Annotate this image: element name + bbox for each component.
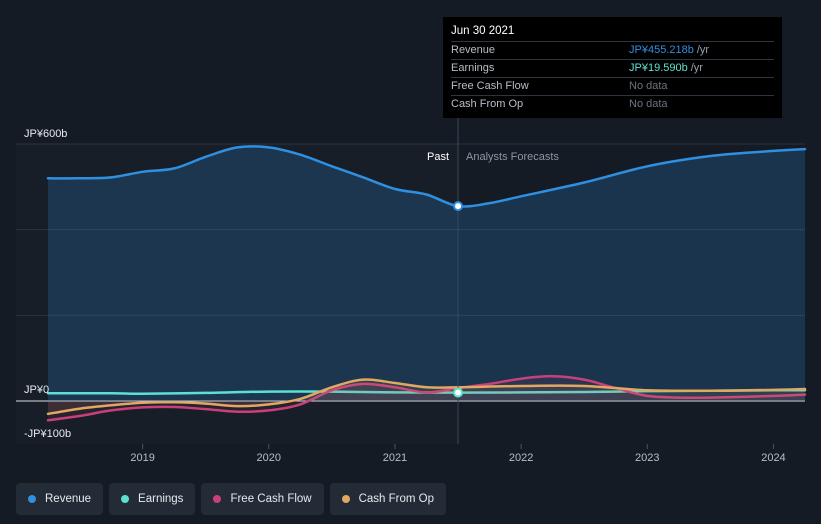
legend-item-earnings[interactable]: Earnings <box>109 483 196 515</box>
x-axis-label: 2019 <box>130 452 154 464</box>
series-line-cash-from-op <box>46 378 807 416</box>
tooltip-label: Free Cash Flow <box>451 80 529 92</box>
revenue-dot-icon <box>28 495 36 503</box>
legend-item-revenue[interactable]: Revenue <box>16 483 104 515</box>
forecast-label: Analysts Forecasts <box>466 151 559 163</box>
x-axis-label: 2024 <box>761 452 785 464</box>
forecast-region-bg <box>458 144 805 444</box>
legend-label: Free Cash Flow <box>230 493 312 505</box>
y-axis-label: JP¥0 <box>24 384 49 396</box>
tooltip-label: Earnings <box>451 62 495 74</box>
legend-item-cash-from-op[interactable]: Cash From Op <box>329 483 447 515</box>
x-axis-label: 2020 <box>257 452 281 464</box>
y-axis-label: JP¥600b <box>24 128 67 140</box>
tooltip-value: JP¥19.590b <box>629 62 688 74</box>
series-line-revenue <box>46 145 807 208</box>
legend-label: Revenue <box>45 493 92 505</box>
tooltip: Jun 30 2021 Revenue JP¥455.218b/yr Earni… <box>443 17 782 118</box>
tooltip-date: Jun 30 2021 <box>451 25 515 37</box>
past-label: Past <box>427 151 449 163</box>
tooltip-value: JP¥455.218b <box>629 44 694 56</box>
series-line-free-cash-flow <box>46 374 807 422</box>
highlight-point-revenue <box>453 201 464 212</box>
tooltip-label: Cash From Op <box>451 98 524 110</box>
x-axis-label: 2023 <box>635 452 659 464</box>
x-axis-label: 2021 <box>383 452 407 464</box>
series-area-free-cash-flow <box>48 376 805 421</box>
free-cash-flow-dot-icon <box>213 495 222 503</box>
legend: Revenue Earnings Free Cash Flow Cash Fro… <box>16 483 447 515</box>
tooltip-row-cash-from-op: Cash From Op No data <box>451 95 774 113</box>
tooltip-row-earnings: Earnings JP¥19.590b/yr <box>451 59 774 77</box>
series-area-revenue <box>48 146 805 401</box>
legend-label: Cash From Op <box>358 493 435 505</box>
earnings-dot-icon <box>121 495 130 503</box>
tooltip-unit: /yr <box>696 44 710 56</box>
x-axis-label: 2022 <box>509 452 533 464</box>
tooltip-value: No data <box>629 80 668 92</box>
tooltip-row-revenue: Revenue JP¥455.218b/yr <box>451 41 774 59</box>
tooltip-unit: /yr <box>690 62 703 74</box>
y-axis-label: -JP¥100b <box>24 428 71 440</box>
tooltip-value: No data <box>629 98 668 110</box>
highlight-point-earnings <box>453 387 464 398</box>
tooltip-label: Revenue <box>451 44 496 56</box>
tooltip-row-free-cash-flow: Free Cash Flow No data <box>451 77 774 95</box>
legend-item-free-cash-flow[interactable]: Free Cash Flow <box>201 483 324 515</box>
cash-from-op-dot-icon <box>341 495 350 503</box>
legend-label: Earnings <box>138 493 184 505</box>
